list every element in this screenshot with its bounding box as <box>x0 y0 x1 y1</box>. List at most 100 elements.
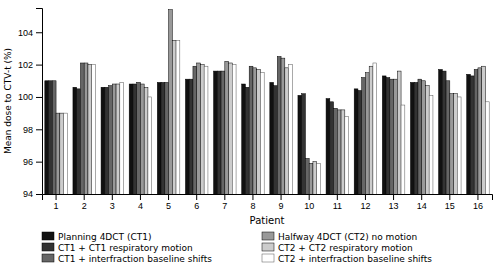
x-tick: 6 <box>194 194 199 211</box>
y-tick-label: 102 <box>18 60 33 70</box>
bar <box>313 162 317 194</box>
bar <box>390 79 394 194</box>
bar <box>73 87 77 194</box>
x-tick-mark <box>309 194 310 200</box>
bar <box>116 84 120 194</box>
x-tick: 16 <box>473 194 483 211</box>
legend-swatch <box>42 232 54 240</box>
bar <box>84 63 88 194</box>
bar <box>204 66 208 194</box>
legend-item: CT1 + CT1 respiratory motion <box>42 243 193 253</box>
x-tick-label: 2 <box>82 201 87 211</box>
bar <box>157 82 161 194</box>
bar <box>232 65 236 194</box>
bar <box>298 95 302 194</box>
x-tick-label: 16 <box>473 201 483 211</box>
bar <box>193 66 197 194</box>
x-tick-label: 15 <box>445 201 455 211</box>
bar <box>369 66 373 194</box>
x-tick-label: 10 <box>304 201 314 211</box>
legend-swatch <box>262 254 274 262</box>
x-axis-title: Patient <box>250 215 285 226</box>
bar <box>394 79 398 194</box>
bar <box>80 63 84 194</box>
x-tick-label: 6 <box>194 201 199 211</box>
bar <box>189 79 193 194</box>
y-tick-mark <box>36 162 42 163</box>
bar-series <box>52 57 478 194</box>
x-tick-label: 13 <box>389 201 399 211</box>
y-tick: 94 <box>23 189 42 199</box>
x-tick: 7 <box>222 194 227 211</box>
legend-label: Planning 4DCT (CT1) <box>58 232 151 242</box>
bar <box>260 73 264 194</box>
bar <box>101 87 105 194</box>
x-tick-mark <box>140 194 141 200</box>
bar <box>185 79 189 194</box>
bar <box>386 78 390 194</box>
x-tick-mark <box>449 194 450 200</box>
y-tick: 100 <box>18 92 42 102</box>
bar <box>478 68 482 194</box>
y-tick-mark <box>36 129 42 130</box>
x-tick-mark <box>281 194 282 200</box>
bar-series <box>49 71 475 194</box>
legend: Planning 4DCT (CT1)CT1 + CT1 respiratory… <box>42 232 432 264</box>
bar <box>345 116 349 194</box>
bar <box>362 78 366 194</box>
bar <box>200 65 204 194</box>
bar <box>341 110 345 194</box>
bar <box>52 81 56 194</box>
bar <box>245 87 249 194</box>
y-axis: 949698100102104 <box>18 9 43 200</box>
bar <box>289 65 293 194</box>
legend-swatch <box>42 254 54 262</box>
bar-series <box>60 40 486 194</box>
x-tick: 2 <box>82 194 87 211</box>
x-tick-label: 1 <box>54 201 59 211</box>
x-tick-label: 12 <box>360 201 370 211</box>
x-tick-mark <box>112 194 113 200</box>
bar <box>229 63 233 194</box>
legend-item: CT1 + interfraction baseline shifts <box>42 254 212 264</box>
bar <box>253 68 257 194</box>
bar <box>242 84 246 194</box>
legend-swatch <box>42 243 54 251</box>
x-tick: 11 <box>333 194 342 211</box>
y-tick-label: 94 <box>23 189 33 199</box>
bar <box>470 76 474 194</box>
x-axis: 12345678910111213141516 <box>43 194 493 211</box>
bar <box>217 71 221 194</box>
x-tick: 3 <box>110 194 115 211</box>
bar <box>302 94 306 194</box>
bar <box>133 84 137 194</box>
y-axis-line <box>36 9 43 195</box>
x-tick-mark <box>365 194 366 200</box>
bar <box>474 69 478 194</box>
bar <box>454 94 458 194</box>
x-tick: 14 <box>417 194 427 211</box>
legend-item: Planning 4DCT (CT1) <box>42 232 151 242</box>
y-tick-mark <box>36 97 42 98</box>
bar <box>257 69 261 194</box>
legend-swatch <box>262 243 274 251</box>
x-tick-mark <box>252 194 253 200</box>
bar <box>45 81 49 194</box>
bar <box>60 113 64 194</box>
chart: 94969810010210412345678910111213141516Pa… <box>0 0 500 266</box>
bar <box>482 66 486 194</box>
bar <box>169 10 173 194</box>
bar <box>221 71 225 194</box>
bar <box>439 69 443 194</box>
legend-item: CT2 + CT2 respiratory motion <box>262 243 413 253</box>
x-tick-mark <box>224 194 225 200</box>
y-tick-label: 100 <box>18 92 33 102</box>
y-tick: 104 <box>18 28 42 38</box>
x-tick-label: 11 <box>333 201 342 211</box>
bar <box>305 158 309 194</box>
x-tick: 15 <box>445 194 455 211</box>
bar <box>429 95 433 194</box>
bar <box>92 65 96 194</box>
x-axis-line <box>43 195 493 201</box>
bar <box>485 102 489 194</box>
